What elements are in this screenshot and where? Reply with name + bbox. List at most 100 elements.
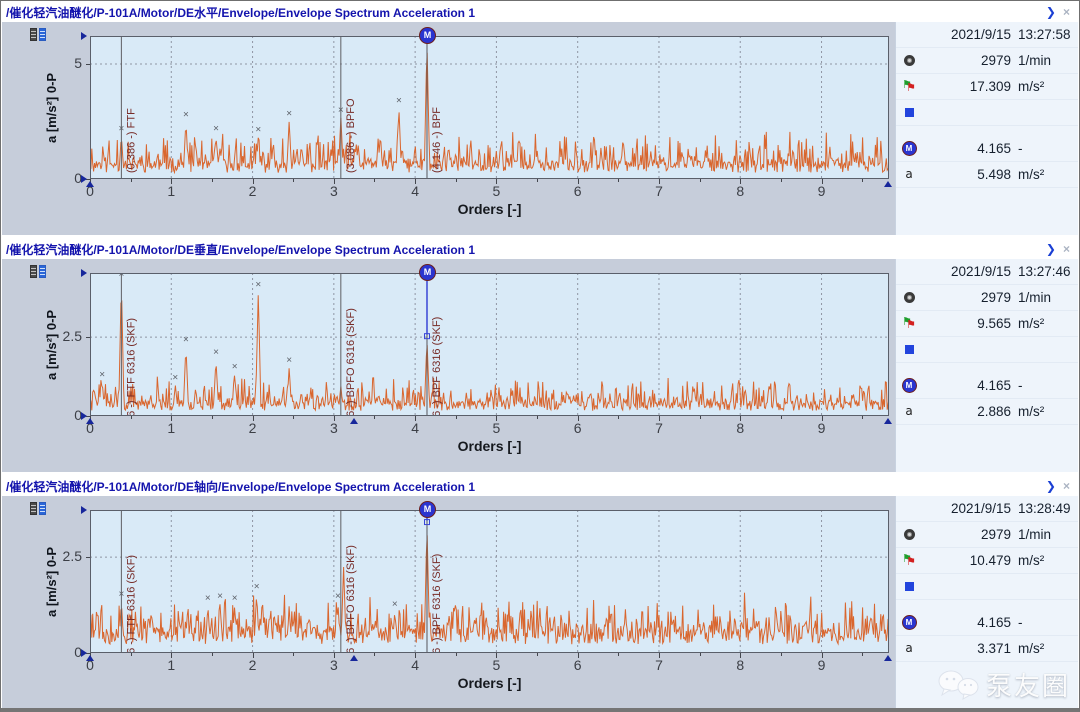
axis-marker-triangle[interactable] — [81, 175, 87, 183]
axis-marker-triangle[interactable] — [350, 418, 359, 424]
x-tick-label: 0 — [86, 657, 94, 673]
y-tick-label: 2.5 — [62, 548, 82, 565]
x-tick-label: 7 — [655, 657, 663, 673]
amplitude-unit: m/s² — [1018, 641, 1045, 656]
marker-cursor-badge[interactable]: M — [418, 27, 436, 44]
speed-value: 2979 — [980, 527, 1011, 542]
spectrum-panel-vertical: /催化轻汽油醚化/P-101A/Motor/DE垂直/Envelope/Enve… — [2, 239, 1078, 472]
svg-text:×: × — [255, 124, 261, 135]
amplitude-value: 2.886 — [977, 404, 1011, 419]
speed-value: 2979 — [980, 53, 1011, 68]
marker-value: 4.165 — [977, 378, 1011, 393]
y-tick-label: 2.5 — [62, 328, 82, 345]
spectrum-panel-horizontal: /催化轻汽油醚化/P-101A/Motor/DE水平/Envelope/Enve… — [2, 2, 1078, 235]
expand-icon[interactable]: ❯ — [1045, 479, 1056, 493]
speed-unit: 1/min — [1018, 527, 1052, 542]
chart-area[interactable]: a [m/s²] 0-P ×××××××(0.386 -) FTF 6316 (… — [2, 496, 895, 708]
amplitude-value: 5.498 — [977, 167, 1011, 182]
svg-text:×: × — [286, 355, 292, 366]
amplitude-icon: a — [905, 404, 913, 418]
axis-marker-triangle[interactable] — [86, 181, 94, 187]
svg-text:(0.386 -) FTF: (0.386 -) FTF — [125, 108, 137, 173]
svg-text:(4.146 -) BPF 6316 (SKF): (4.146 -) BPF 6316 (SKF) — [431, 317, 443, 416]
overall-value: 9.565 — [977, 316, 1011, 331]
axis-marker-triangle[interactable] — [81, 32, 87, 40]
x-tick-label: 3 — [329, 657, 338, 673]
svg-text:×: × — [99, 369, 105, 380]
axis-marker-triangle[interactable] — [350, 655, 359, 661]
spectrum-panel-axial: /催化轻汽油醚化/P-101A/Motor/DE轴向/Envelope/Enve… — [2, 476, 1078, 708]
chart-area[interactable]: a [m/s²] 0-P ××××××××(0.386 -) FTF 6316 … — [2, 259, 895, 472]
axis-marker-triangle[interactable] — [884, 418, 892, 424]
svg-text:(3.086 -) BPFO 6316 (SKF): (3.086 -) BPFO 6316 (SKF) — [345, 545, 357, 653]
axis-marker-triangle[interactable] — [81, 506, 87, 514]
info-row-band — [896, 337, 1078, 363]
axis-marker-triangle[interactable] — [86, 418, 94, 424]
overall-flag-icon: ⚑ ⚑ — [902, 315, 916, 331]
x-axis-label: Orders [-] — [457, 201, 522, 217]
info-panel: 2021/9/15 13:28:49 2979 1/min ⚑ ⚑ 10.479 … — [895, 496, 1078, 708]
y-axis-label: a [m/s²] 0-P — [44, 309, 59, 380]
x-tick-label: 5 — [492, 420, 501, 436]
marker-cursor-badge[interactable]: M — [418, 264, 436, 281]
svg-text:(3.086 -) BPFO: (3.086 -) BPFO — [345, 98, 357, 173]
svg-text:×: × — [392, 599, 398, 610]
marker-cursor-badge[interactable]: M — [418, 501, 436, 518]
panel-title: /催化轻汽油醚化/P-101A/Motor/DE垂直/Envelope/Enve… — [6, 242, 475, 257]
overall-value: 17.309 — [969, 79, 1011, 94]
svg-text:×: × — [213, 123, 219, 134]
svg-text:×: × — [255, 279, 261, 290]
panel-title: /催化轻汽油醚化/P-101A/Motor/DE水平/Envelope/Enve… — [6, 5, 475, 20]
x-tick-label: 7 — [655, 183, 663, 199]
channel-icon — [30, 28, 46, 41]
expand-icon[interactable]: ❯ — [1045, 242, 1056, 256]
spectrum-plot[interactable]: ×××××××(0.386 -) FTF 6316 (SKF)(3.086 -)… — [90, 510, 889, 653]
chart-area[interactable]: a [m/s²] 0-P ×××××××(0.386 -) FTF(3.086 … — [2, 22, 895, 235]
x-tick-label: 1 — [167, 183, 176, 199]
measurement-date: 2021/9/15 — [950, 27, 1011, 42]
expand-icon[interactable]: ❯ — [1045, 5, 1056, 19]
speed-unit: 1/min — [1018, 53, 1052, 68]
svg-text:×: × — [232, 361, 238, 372]
close-icon[interactable]: × — [1062, 5, 1070, 19]
svg-text:×: × — [396, 96, 402, 107]
marker-unit: - — [1018, 141, 1023, 156]
overall-unit: m/s² — [1018, 316, 1045, 331]
measurement-date: 2021/9/15 — [950, 501, 1011, 516]
svg-text:(4.146 -) BPF 6316 (SKF): (4.146 -) BPF 6316 (SKF) — [431, 554, 443, 653]
axis-marker-triangle[interactable] — [81, 269, 87, 277]
axis-marker-triangle[interactable] — [81, 649, 87, 657]
close-icon[interactable]: × — [1062, 479, 1070, 493]
panel-header: /催化轻汽油醚化/P-101A/Motor/DE垂直/Envelope/Enve… — [2, 239, 1078, 259]
band-square-icon — [904, 582, 914, 591]
info-panel: 2021/9/15 13:27:58 2979 1/min ⚑ ⚑ 17.309 … — [895, 22, 1078, 235]
spectrum-plot[interactable]: ×××××××(0.386 -) FTF(3.086 -) BPFO(4.146… — [90, 36, 889, 179]
x-tick-label: 8 — [736, 657, 745, 673]
axis-marker-triangle[interactable] — [884, 655, 892, 661]
info-row-amplitude: a 3.371 m/s² — [896, 636, 1078, 662]
band-square-icon — [904, 345, 914, 354]
marker-unit: - — [1018, 378, 1023, 393]
axis-marker-triangle[interactable] — [86, 655, 94, 661]
axis-marker-triangle[interactable] — [884, 181, 892, 187]
overall-unit: m/s² — [1018, 553, 1045, 568]
spectrum-plot[interactable]: ××××××××(0.386 -) FTF 6316 (SKF)(3.086 -… — [90, 273, 889, 416]
amplitude-unit: m/s² — [1018, 404, 1045, 419]
info-row-band — [896, 574, 1078, 600]
x-tick-label: 6 — [573, 183, 582, 199]
x-tick-label: 2 — [248, 183, 257, 199]
x-tick-label: 5 — [492, 183, 501, 199]
x-axis-label: Orders [-] — [457, 675, 522, 691]
x-tick-label: 3 — [329, 420, 338, 436]
axis-marker-triangle[interactable] — [81, 412, 87, 420]
info-panel: 2021/9/15 13:27:46 2979 1/min ⚑ ⚑ 9.565 m… — [895, 259, 1078, 472]
x-tick-label: 0 — [86, 420, 94, 436]
y-tick-label: 0 — [74, 407, 82, 423]
info-row-amplitude: a 2.886 m/s² — [896, 399, 1078, 425]
x-tick-label: 9 — [817, 420, 826, 436]
amplitude-unit: m/s² — [1018, 167, 1045, 182]
x-axis-label: Orders [-] — [457, 438, 522, 454]
info-row-overall: ⚑ ⚑ 17.309 m/s² — [896, 74, 1078, 100]
svg-text:×: × — [172, 372, 178, 383]
close-icon[interactable]: × — [1062, 242, 1070, 256]
